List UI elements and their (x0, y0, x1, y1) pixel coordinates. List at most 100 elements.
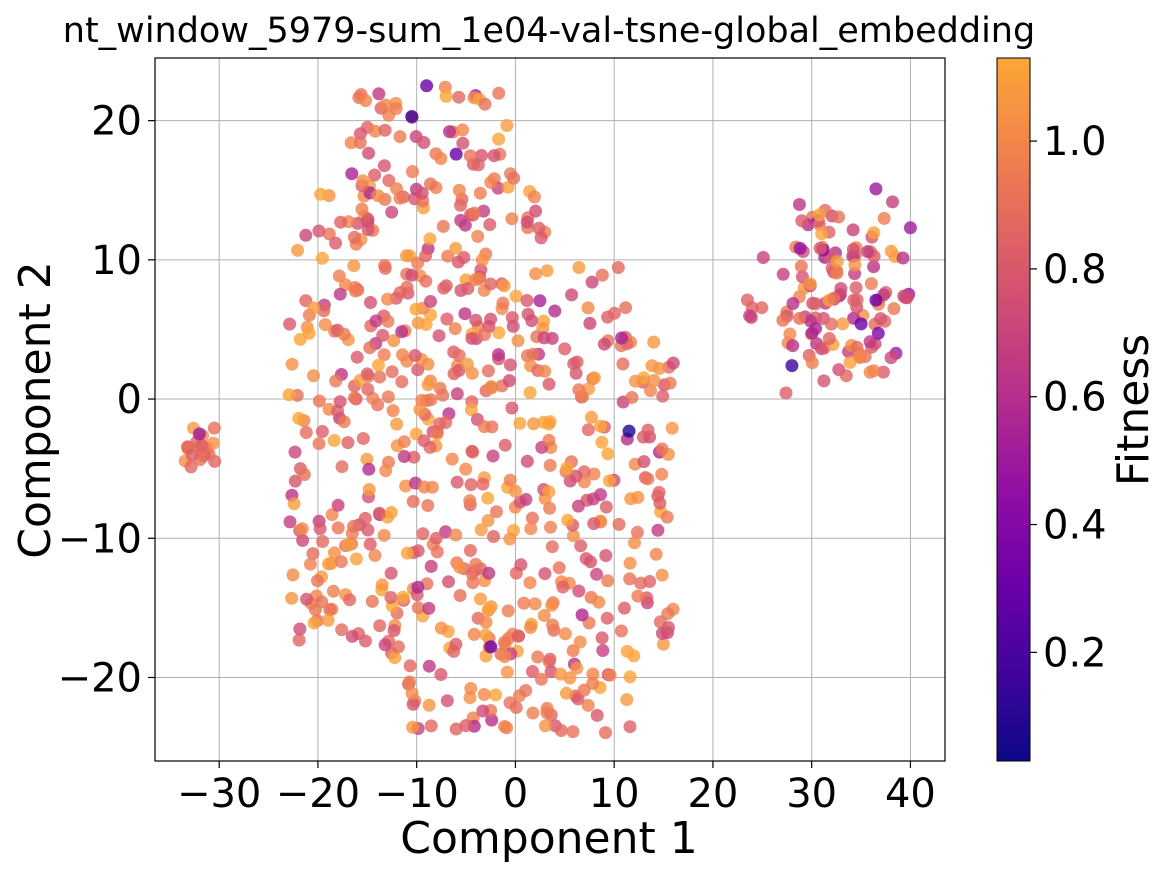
data-point (449, 722, 463, 736)
data-point (809, 322, 823, 335)
data-point (454, 213, 468, 227)
data-point (406, 720, 420, 734)
data-point (641, 423, 655, 437)
data-point (288, 445, 302, 459)
data-point (384, 591, 398, 604)
data-point (287, 497, 301, 511)
data-point (463, 691, 477, 705)
data-point (786, 339, 800, 353)
data-point (846, 223, 860, 237)
data-point (534, 231, 548, 245)
data-point (532, 221, 546, 235)
data-point (627, 649, 641, 663)
data-point (467, 206, 481, 220)
data-point (471, 158, 485, 172)
data-point (511, 629, 525, 643)
data-point (786, 297, 800, 310)
data-point (381, 292, 395, 306)
data-point (406, 495, 420, 508)
data-point (554, 667, 568, 681)
data-point (617, 601, 631, 615)
data-point (479, 615, 493, 629)
data-point (422, 601, 436, 615)
data-point (469, 313, 483, 327)
data-point (316, 535, 330, 548)
data-point (283, 515, 297, 529)
data-point (450, 475, 464, 489)
data-point (386, 404, 400, 418)
data-point (538, 364, 552, 378)
data-point (584, 410, 598, 424)
data-point (347, 519, 361, 533)
data-point (533, 294, 547, 308)
data-point (293, 622, 307, 636)
data-point (329, 374, 343, 388)
data-point (342, 538, 356, 552)
data-point (416, 527, 430, 541)
data-point (364, 296, 377, 309)
data-point (554, 724, 568, 737)
data-point (481, 364, 495, 378)
data-point (476, 477, 490, 491)
data-point (500, 721, 514, 735)
data-point (484, 175, 498, 189)
data-point (834, 282, 848, 296)
data-point (498, 650, 511, 663)
data-point (406, 165, 419, 179)
data-point (312, 394, 326, 408)
data-point (419, 249, 433, 263)
data-point (302, 326, 316, 340)
data-point (300, 592, 314, 606)
data-point (349, 284, 362, 298)
colorbar-tick-label: 1.0 (1043, 119, 1107, 165)
data-point (458, 307, 472, 321)
data-point (903, 221, 917, 235)
data-point (631, 490, 645, 504)
data-point (411, 363, 425, 377)
data-point (836, 317, 850, 331)
data-point (313, 522, 327, 536)
data-point (783, 327, 797, 341)
data-point (496, 296, 510, 310)
data-point (839, 369, 853, 383)
y-axis-ticks: −20 −10 0 10 20 (58, 99, 155, 701)
data-point (527, 417, 541, 431)
data-point (587, 467, 601, 481)
data-point (463, 149, 477, 163)
colorbar-tick-label: 0.2 (1043, 630, 1107, 676)
data-point (355, 202, 369, 216)
data-point (317, 304, 331, 318)
data-point (655, 568, 669, 582)
data-point (663, 376, 677, 390)
data-point (525, 511, 539, 525)
data-point (861, 245, 875, 259)
data-point (381, 314, 395, 328)
data-point (424, 559, 438, 573)
data-point (390, 417, 404, 431)
data-point (409, 302, 423, 316)
data-point (543, 458, 557, 472)
data-point (832, 210, 846, 224)
data-point (884, 244, 898, 258)
data-point (540, 706, 554, 720)
data-point (311, 574, 324, 588)
data-point (507, 171, 521, 185)
data-point (601, 574, 615, 588)
data-point (599, 726, 612, 740)
data-point (288, 474, 302, 488)
data-point (422, 659, 436, 673)
data-point (660, 510, 674, 524)
data-point (393, 130, 407, 144)
data-point (422, 698, 436, 712)
data-point (599, 549, 613, 562)
data-point (379, 464, 393, 478)
data-point (597, 337, 611, 351)
y-tick-label: 10 (91, 238, 142, 284)
data-point (195, 439, 209, 453)
data-point (779, 386, 793, 400)
data-point (303, 557, 317, 571)
data-point (487, 530, 500, 543)
data-point (424, 393, 438, 407)
data-point (803, 277, 817, 291)
data-point (538, 719, 552, 733)
